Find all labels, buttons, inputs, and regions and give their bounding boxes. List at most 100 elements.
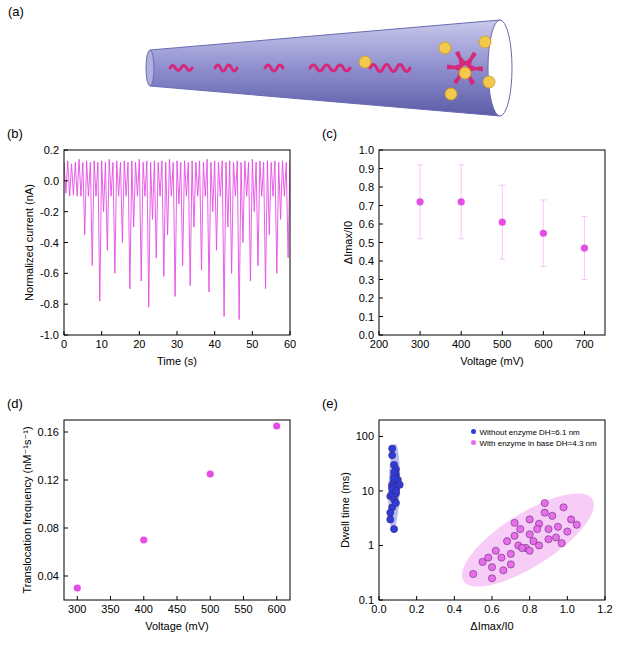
y-tick-label: 0.1 xyxy=(359,594,374,606)
x-tick xyxy=(461,331,462,335)
x-tick-label: 0.8 xyxy=(522,603,537,615)
enzyme xyxy=(479,36,491,48)
data-point xyxy=(517,525,524,532)
plot-area xyxy=(74,422,281,591)
y-tick xyxy=(64,480,68,481)
x-tick xyxy=(379,596,380,600)
x-tick-label: 350 xyxy=(101,603,119,615)
x-tick-label: 0.2 xyxy=(409,603,424,615)
y-axis-title: ΔImax/I0 xyxy=(342,221,354,264)
dna-strand xyxy=(265,65,283,71)
data-point xyxy=(535,542,542,549)
x-axis-title: Voltage (mV) xyxy=(460,355,524,367)
x-axis-title: ΔImax/I0 xyxy=(470,620,513,632)
x-tick xyxy=(139,331,140,335)
data-point xyxy=(488,564,495,571)
y-tick xyxy=(379,168,383,169)
data-point xyxy=(390,525,397,532)
data-point xyxy=(503,538,510,545)
x-axis-title: Time (s) xyxy=(157,355,197,367)
error-cap xyxy=(499,259,505,260)
y-tick-label: 0.4 xyxy=(359,255,374,267)
y-tick-label: 1.0 xyxy=(359,144,374,156)
error-cap xyxy=(540,266,546,267)
y-tick-label: 0.6 xyxy=(359,218,374,230)
data-point xyxy=(564,528,571,535)
y-tick xyxy=(379,490,383,491)
error-cap xyxy=(458,238,464,239)
x-tick xyxy=(502,331,503,335)
error-bar xyxy=(417,165,423,239)
panel-label: (d) xyxy=(7,396,23,411)
y-tick xyxy=(379,436,383,437)
x-tick-label: 0.6 xyxy=(484,603,499,615)
data-point xyxy=(492,547,499,554)
panel-label: (e) xyxy=(322,396,338,411)
x-tick xyxy=(101,331,102,335)
y-tick xyxy=(379,261,383,262)
x-tick-label: 550 xyxy=(234,603,252,615)
error-bar xyxy=(499,185,505,259)
y-tick xyxy=(64,304,68,305)
error-cap xyxy=(458,164,464,165)
y-tick-label: 0.04 xyxy=(38,570,59,582)
data-point xyxy=(552,534,559,541)
x-tick xyxy=(177,331,178,335)
y-tick xyxy=(379,279,383,280)
panel-label: (c) xyxy=(322,126,337,141)
data-point xyxy=(392,499,399,506)
y-tick xyxy=(379,316,383,317)
data-point xyxy=(498,554,505,561)
y-axis-title: Dwell time (ms) xyxy=(339,472,351,548)
x-tick xyxy=(584,331,585,335)
dna-strand xyxy=(310,65,350,71)
plot-frame xyxy=(379,420,605,600)
error-cap xyxy=(499,185,505,186)
data-point xyxy=(499,219,506,226)
x-tick-label: 300 xyxy=(68,603,86,615)
x-tick-label: 500 xyxy=(493,338,511,350)
data-point xyxy=(558,540,565,547)
y-tick xyxy=(64,150,68,151)
y-tick xyxy=(64,180,68,181)
data-point xyxy=(560,504,567,511)
error-cap xyxy=(581,216,587,217)
y-tick-label: 0.0 xyxy=(359,329,374,341)
y-tick-label: 100 xyxy=(356,430,374,442)
data-point xyxy=(511,519,518,526)
y-tick-label: -0.6 xyxy=(40,267,59,279)
y-tick xyxy=(379,298,383,299)
data-point xyxy=(390,475,397,482)
data-point xyxy=(581,244,588,251)
y-tick-label: 0.9 xyxy=(359,163,374,175)
x-tick-label: 1.0 xyxy=(560,603,575,615)
x-tick-label: 0 xyxy=(61,338,67,350)
error-cap xyxy=(417,238,423,239)
x-tick-label: 300 xyxy=(411,338,429,350)
x-tick xyxy=(543,331,544,335)
x-tick-label: 40 xyxy=(209,338,221,350)
plot-area xyxy=(387,444,605,600)
data-point xyxy=(140,536,147,543)
data-point xyxy=(573,521,580,528)
data-point xyxy=(396,481,403,488)
legend: Without enzyme DH=6.1 nmWith enzyme in b… xyxy=(468,424,601,450)
x-tick-label: 500 xyxy=(201,603,219,615)
enzyme xyxy=(439,42,451,54)
y-axis-title: Translocation frequency (nM⁻¹s⁻¹) xyxy=(21,426,33,593)
y-tick-label: 0.12 xyxy=(38,474,59,486)
data-point xyxy=(392,487,399,494)
x-tick xyxy=(454,596,455,600)
y-tick xyxy=(379,187,383,188)
y-tick-label: -0.2 xyxy=(40,206,59,218)
x-tick-label: 400 xyxy=(452,338,470,350)
x-tick-label: 10 xyxy=(96,338,108,350)
y-tick xyxy=(379,205,383,206)
x-tick xyxy=(210,596,211,600)
y-tick-label: 0.1 xyxy=(359,311,374,323)
data-point xyxy=(541,509,548,516)
x-axis-title: Voltage (mV) xyxy=(145,620,209,632)
y-tick-label: -0.4 xyxy=(40,237,59,249)
nanopore-tube xyxy=(150,20,500,116)
figure: (a)(b)0102030405060-1.0-0.8-0.6-0.4-0.20… xyxy=(0,0,627,648)
